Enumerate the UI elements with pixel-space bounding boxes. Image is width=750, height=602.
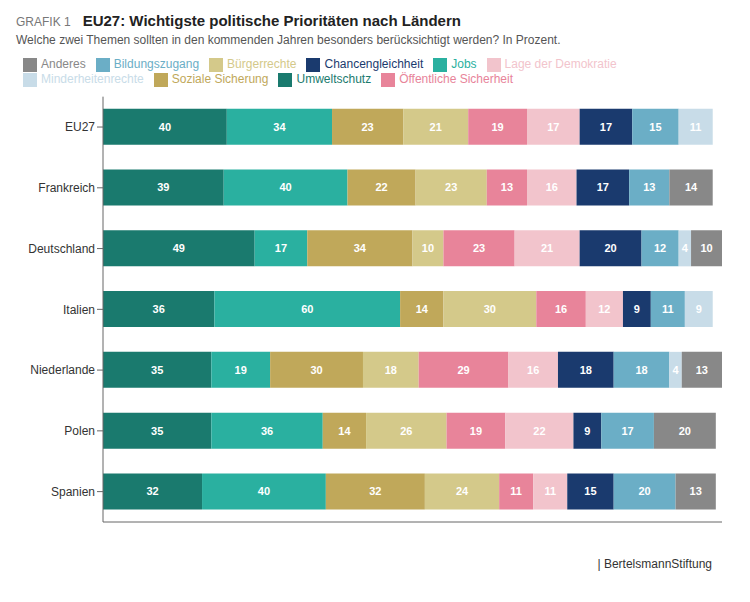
html-text:Lage der Demokratie: Lage der Demokratie bbox=[504, 57, 617, 71]
svg-text:17: 17 bbox=[547, 121, 559, 133]
svg-text:23: 23 bbox=[361, 121, 373, 133]
svg-text:16: 16 bbox=[546, 181, 558, 193]
svg-text:EU27: EU27 bbox=[65, 120, 95, 134]
svg-text:30: 30 bbox=[484, 303, 496, 315]
svg-text:10: 10 bbox=[700, 242, 712, 254]
svg-text:19: 19 bbox=[491, 121, 503, 133]
svg-text:24: 24 bbox=[456, 485, 469, 497]
svg-text:35: 35 bbox=[151, 425, 163, 437]
svg-text:22: 22 bbox=[533, 425, 545, 437]
svg-text:20: 20 bbox=[639, 485, 651, 497]
svg-text:40: 40 bbox=[159, 121, 171, 133]
svg-text:21: 21 bbox=[430, 121, 442, 133]
svg-text:11: 11 bbox=[544, 485, 556, 497]
svg-text:11: 11 bbox=[510, 485, 522, 497]
svg-text:29: 29 bbox=[457, 364, 469, 376]
svg-text:Frankreich: Frankreich bbox=[38, 181, 95, 195]
svg-text:18: 18 bbox=[580, 364, 592, 376]
svg-text:26: 26 bbox=[400, 425, 412, 437]
svg-text:Italien: Italien bbox=[63, 303, 95, 317]
svg-text:21: 21 bbox=[541, 242, 553, 254]
svg-text:22: 22 bbox=[375, 181, 387, 193]
svg-text:20: 20 bbox=[604, 242, 616, 254]
svg-text:12: 12 bbox=[598, 303, 610, 315]
svg-text:17: 17 bbox=[275, 242, 287, 254]
html-text:Umweltschutz: Umweltschutz bbox=[296, 71, 372, 86]
svg-text:18: 18 bbox=[385, 364, 397, 376]
svg-text:13: 13 bbox=[696, 364, 708, 376]
svg-text:Spanien: Spanien bbox=[51, 485, 95, 499]
svg-text:19: 19 bbox=[470, 425, 482, 437]
svg-text:13: 13 bbox=[501, 181, 513, 193]
svg-text:14: 14 bbox=[685, 181, 698, 193]
svg-text:20: 20 bbox=[679, 425, 691, 437]
svg-text:39: 39 bbox=[157, 181, 169, 193]
svg-text:30: 30 bbox=[310, 364, 322, 376]
svg-text:9: 9 bbox=[634, 303, 640, 315]
svg-text:60: 60 bbox=[301, 303, 313, 315]
svg-text:11: 11 bbox=[690, 121, 702, 133]
svg-text:14: 14 bbox=[416, 303, 429, 315]
svg-text:32: 32 bbox=[369, 485, 381, 497]
svg-text:34: 34 bbox=[354, 242, 367, 254]
svg-text:40: 40 bbox=[258, 485, 270, 497]
svg-text:15: 15 bbox=[649, 121, 661, 133]
svg-text:32: 32 bbox=[146, 485, 158, 497]
html-text:Bildungszugang: Bildungszugang bbox=[113, 57, 200, 71]
svg-text:17: 17 bbox=[600, 121, 612, 133]
svg-text:23: 23 bbox=[473, 242, 485, 254]
svg-text:34: 34 bbox=[273, 121, 286, 133]
svg-text:18: 18 bbox=[635, 364, 647, 376]
svg-text:16: 16 bbox=[555, 303, 567, 315]
svg-text:17: 17 bbox=[597, 181, 609, 193]
svg-text:11: 11 bbox=[662, 303, 674, 315]
svg-text:15: 15 bbox=[584, 485, 596, 497]
svg-text:35: 35 bbox=[151, 364, 163, 376]
svg-text:9: 9 bbox=[696, 303, 702, 315]
svg-text:Deutschland: Deutschland bbox=[28, 242, 95, 256]
html-text:GRAFIK 1: GRAFIK 1 bbox=[16, 15, 71, 29]
html-text:Anderes: Anderes bbox=[41, 57, 86, 71]
html-text:Jobs: Jobs bbox=[451, 57, 477, 71]
svg-text:40: 40 bbox=[279, 181, 291, 193]
svg-text:23: 23 bbox=[445, 181, 457, 193]
svg-text:13: 13 bbox=[643, 181, 655, 193]
svg-text:9: 9 bbox=[584, 425, 590, 437]
svg-text:19: 19 bbox=[235, 364, 247, 376]
svg-text:16: 16 bbox=[527, 364, 539, 376]
svg-text:17: 17 bbox=[621, 425, 633, 437]
svg-text:49: 49 bbox=[173, 242, 185, 254]
svg-text:4: 4 bbox=[673, 364, 680, 376]
html-text:Minderheitenrechte: Minderheitenrechte bbox=[41, 71, 144, 86]
html-text:Öffentliche Sicherheit: Öffentliche Sicherheit bbox=[399, 71, 513, 86]
svg-text:13: 13 bbox=[690, 485, 702, 497]
html-text:EU27: Wichtigste politische Pr: EU27: Wichtigste politische Prioritäten … bbox=[82, 12, 461, 29]
svg-text:Niederlande: Niederlande bbox=[30, 363, 95, 377]
html-text:Chancengleichheit: Chancengleichheit bbox=[324, 57, 424, 71]
svg-text:Polen: Polen bbox=[64, 424, 95, 438]
html-text:Welche zwei Themen sollten in: Welche zwei Themen sollten in den kommen… bbox=[16, 33, 561, 47]
svg-text:36: 36 bbox=[153, 303, 165, 315]
html-text:Bürgerrechte: Bürgerrechte bbox=[227, 57, 297, 71]
html-text:Soziale Sicherung: Soziale Sicherung bbox=[171, 71, 269, 86]
svg-text:14: 14 bbox=[338, 425, 351, 437]
svg-text:10: 10 bbox=[422, 242, 434, 254]
svg-text:4: 4 bbox=[682, 242, 689, 254]
html-text:| BertelsmannStiftung: | BertelsmannStiftung bbox=[597, 557, 712, 571]
svg-text:36: 36 bbox=[261, 425, 273, 437]
svg-text:12: 12 bbox=[654, 242, 666, 254]
